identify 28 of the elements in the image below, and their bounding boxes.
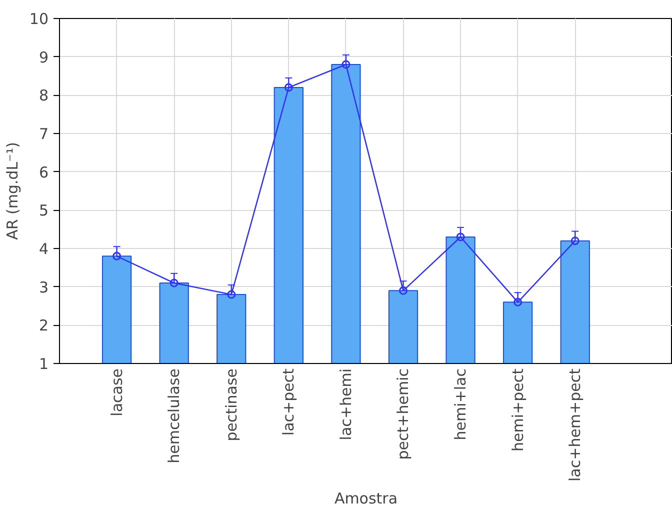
y-tick-label: 5 (38, 202, 49, 220)
x-tick-label: lac+hem+pect (566, 368, 584, 482)
y-tick-label: 10 (29, 10, 49, 28)
point (398, 286, 408, 295)
x-tick-label: lac+pect (280, 368, 298, 436)
y-tick-label: 1 (38, 355, 49, 373)
y-tick-label: 2 (38, 316, 49, 335)
y-tick-label: 8 (38, 86, 49, 105)
x-tick-label: pect+hemic (394, 368, 412, 460)
y-tick-label: 4 (38, 240, 49, 258)
x-tick-label: hemi+lac (452, 368, 470, 440)
x-tick-label: lac+hemi (336, 368, 355, 440)
x-tick-label: lacase (108, 368, 126, 416)
point (227, 290, 236, 299)
x-tick-label: hemcelulase (165, 368, 184, 464)
point (456, 232, 465, 242)
y-tick-label: 7 (38, 125, 49, 143)
point (170, 278, 178, 288)
y-tick-label: 3 (38, 278, 49, 296)
x-tick-label: pectinase (222, 368, 240, 442)
x-tick-label: hemi+pect (508, 368, 527, 452)
y-tick-label: 6 (38, 163, 49, 182)
y-axis-title: AR (mg.dL⁻¹) (3, 142, 22, 240)
x-axis-title: Amostra (334, 489, 398, 508)
point (342, 60, 350, 69)
point (284, 83, 293, 92)
point (514, 298, 522, 306)
y-tick-label: 9 (38, 48, 49, 66)
